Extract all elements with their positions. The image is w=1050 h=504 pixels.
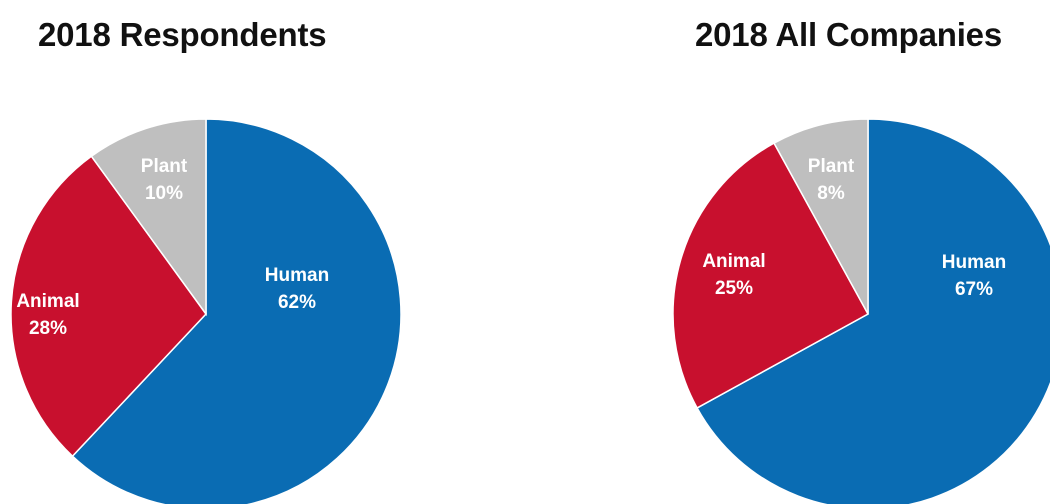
slice-label-human: Human [942,252,1006,273]
slice-value-animal: 25% [715,278,753,299]
slice-label-plant: Plant [141,156,188,177]
slice-value-human: 62% [278,292,316,313]
slice-value-plant: 8% [817,183,845,204]
slice-value-animal: 28% [29,318,67,339]
pie-respondents: Human 62% Animal 28% Plant 10% [10,118,402,504]
slice-label-animal: Animal [16,291,79,312]
slice-label-human: Human [265,265,329,286]
pie-slice-animal [672,142,870,409]
pie-slice-human [696,118,1050,504]
chart-title-respondents: 2018 Respondents [38,16,327,53]
slice-label-plant: Plant [808,156,855,177]
chart-title-all-companies: 2018 All Companies [695,16,1002,53]
slice-label-animal: Animal [702,251,765,272]
pie-slice-animal [10,155,207,458]
pie-slice-plant [773,118,869,315]
slice-value-plant: 10% [145,183,183,204]
pie-all-companies: Human 67% Animal 25% Plant 8% [672,118,1050,504]
slice-value-human: 67% [955,279,993,300]
pie-slice-human [71,118,402,504]
pie-slice-plant [90,118,207,317]
